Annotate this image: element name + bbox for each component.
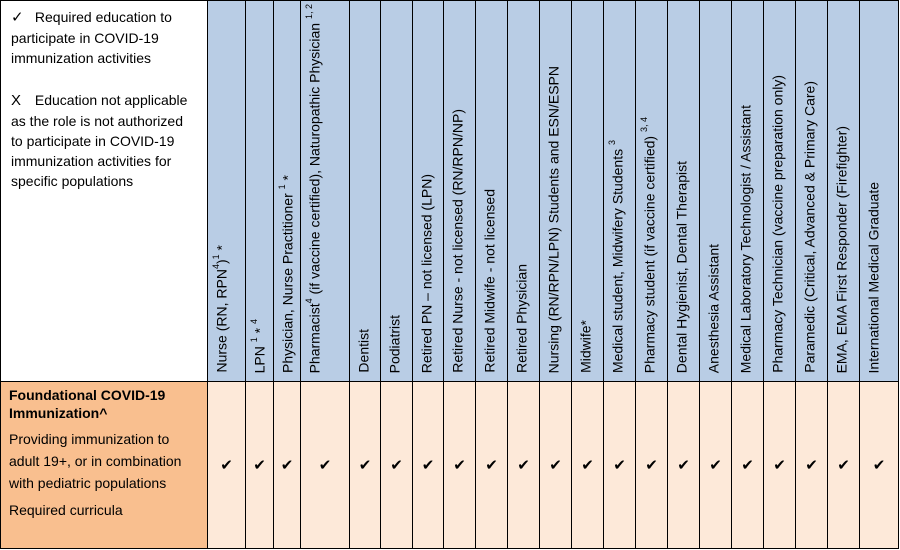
column-header: Midwife*: [571, 0, 604, 382]
foundational-row: Foundational COVID-19 Immunization^ Prov…: [0, 381, 899, 549]
column-header: LPN 1 * 4: [245, 0, 274, 382]
row-label-cell: Foundational COVID-19 Immunization^ Prov…: [0, 381, 208, 549]
column-header-label: Nurse (RN, RPN4)1 *: [211, 245, 230, 373]
column-header-label: Anesthesia Assistant: [705, 243, 722, 373]
column-header: Retired Physician: [507, 0, 540, 382]
column-header-label: Pharmacist4 (if vaccine certified), Natu…: [304, 3, 323, 373]
column-header: Dentist: [349, 0, 381, 382]
column-header-label: International Medical Graduate: [865, 181, 882, 373]
checkmark-icon: ✔: [699, 381, 732, 549]
column-header: Paramedic (Critical, Advanced & Primary …: [795, 0, 828, 382]
column-header-label: Pharmacy Technician (vaccine preparation…: [769, 75, 786, 373]
row-title: Foundational COVID-19 Immunization^: [9, 387, 166, 421]
column-header: International Medical Graduate: [859, 0, 899, 382]
checkmark-icon: ✔: [763, 381, 796, 549]
column-header-label: LPN 1 * 4: [249, 318, 268, 373]
checkmark-icon: ✔: [859, 381, 899, 549]
checkmark-icon: ✔: [507, 381, 540, 549]
checkmark-icon: ✔: [571, 381, 604, 549]
legend-required: ✓ Required education to participate in C…: [1, 1, 207, 68]
column-header: Podiatrist: [380, 0, 413, 382]
column-header-label: Retired PN – not licensed (LPN): [418, 173, 435, 373]
checkmark-icon: ✔: [412, 381, 444, 549]
column-header: Pharmacist4 (if vaccine certified), Natu…: [300, 0, 350, 382]
row-description: Providing immunization to adult 19+, or …: [9, 431, 182, 491]
checkmark-icon: ✔: [667, 381, 700, 549]
x-mark-icon: X: [11, 92, 22, 109]
column-header: Nursing (RN/RPN/LPN) Students and ESN/ES…: [539, 0, 572, 382]
column-header: Nurse (RN, RPN4)1 *: [207, 0, 246, 382]
column-header: Anesthesia Assistant: [699, 0, 732, 382]
column-header-label: Medical student, Midwifery Students 3: [607, 139, 626, 373]
checkmark-icon: ✔: [539, 381, 572, 549]
column-header-label: Physician, Nurse Practitioner 1 *: [277, 175, 296, 373]
column-header-label: Retired Physician: [513, 264, 530, 373]
checkmark-icon: ✔: [300, 381, 350, 549]
column-header: Physician, Nurse Practitioner 1 *: [273, 0, 301, 382]
legend-not-applicable-text: Education not applicable as the role is …: [11, 92, 188, 189]
checkmark-icon: ✔: [245, 381, 274, 549]
legend-required-text: Required education to participate in COV…: [11, 9, 172, 66]
checkmark-icon: ✔: [443, 381, 476, 549]
checkmark-icon: ✔: [273, 381, 301, 549]
column-header-label: Retired Nurse - not licensed (RN/RPN/NP): [449, 109, 466, 373]
column-header-label: Nursing (RN/RPN/LPN) Students and ESN/ES…: [545, 65, 562, 373]
column-header-label: Pharmacy student (if vaccine certified) …: [639, 116, 658, 373]
column-header-label: Paramedic (Critical, Advanced & Primary …: [801, 81, 818, 373]
column-header-label: Dentist: [355, 329, 372, 373]
column-header: Pharmacy student (if vaccine certified) …: [635, 0, 668, 382]
legend-cell: ✓ Required education to participate in C…: [0, 0, 208, 382]
checkmark-icon: ✓: [11, 9, 24, 26]
checkmark-icon: ✔: [635, 381, 668, 549]
checkmark-icon: ✔: [795, 381, 828, 549]
column-header-label: EMA, EMA First Responder (Firefighter): [833, 125, 850, 373]
column-header-label: Dental Hygienist, Dental Therapist: [673, 160, 690, 373]
column-header: Pharmacy Technician (vaccine preparation…: [763, 0, 796, 382]
header-row: ✓ Required education to participate in C…: [0, 0, 899, 382]
column-header: Medical student, Midwifery Students 3: [603, 0, 636, 382]
column-header: Retired Nurse - not licensed (RN/RPN/NP): [443, 0, 476, 382]
checkmark-icon: ✔: [349, 381, 381, 549]
checkmark-icon: ✔: [207, 381, 246, 549]
column-header-label: Midwife*: [577, 320, 594, 373]
legend-not-applicable: X Education not applicable as the role i…: [1, 68, 207, 191]
row-requirement: Required curricula: [9, 502, 123, 518]
column-header-label: Retired Midwife - not licensed: [481, 189, 498, 373]
column-header-label: Podiatrist: [386, 314, 403, 373]
column-header: Medical Laboratory Technologist / Assist…: [731, 0, 764, 382]
checkmark-icon: ✔: [475, 381, 508, 549]
column-header: EMA, EMA First Responder (Firefighter): [827, 0, 860, 382]
column-header: Dental Hygienist, Dental Therapist: [667, 0, 700, 382]
checkmark-icon: ✔: [827, 381, 860, 549]
column-header: Retired PN – not licensed (LPN): [412, 0, 444, 382]
column-header-label: Medical Laboratory Technologist / Assist…: [737, 104, 754, 373]
checkmark-icon: ✔: [603, 381, 636, 549]
checkmark-icon: ✔: [380, 381, 413, 549]
column-header: Retired Midwife - not licensed: [475, 0, 508, 382]
checkmark-icon: ✔: [731, 381, 764, 549]
